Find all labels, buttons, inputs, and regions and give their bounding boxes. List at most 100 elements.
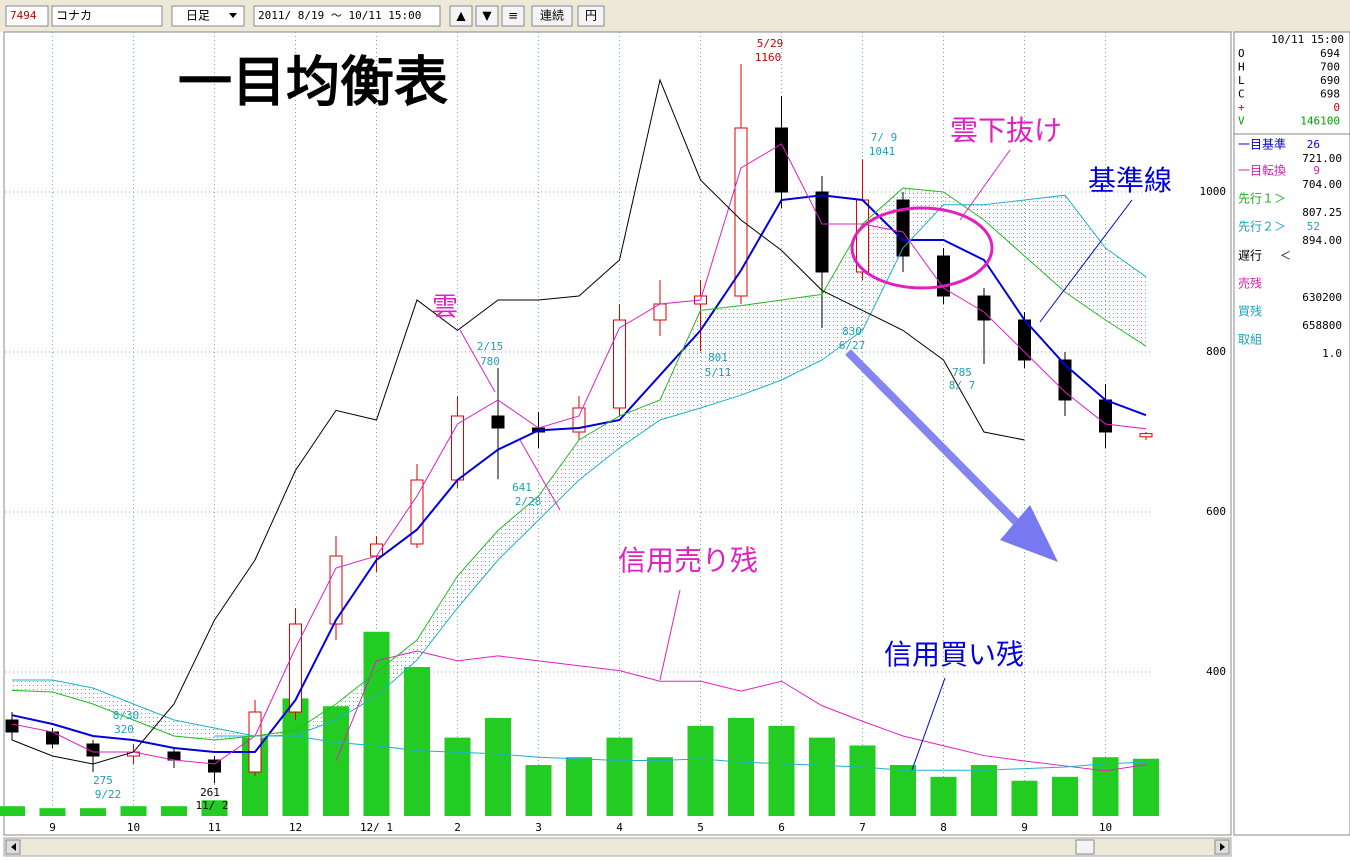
candle-body (613, 319, 626, 409)
period: 日足 (186, 9, 210, 23)
indicator-value: 630200 (1302, 291, 1342, 304)
candle-body (5, 719, 19, 733)
indicator-label: 一目転換 (1238, 164, 1286, 178)
pointer (659, 589, 681, 681)
dropdown-arrow (229, 13, 237, 18)
annotation: 基準線 (1088, 164, 1172, 197)
quote-time: 10/11 15:00 (1271, 33, 1344, 46)
stock-name: コナカ (56, 9, 92, 23)
indicator-value: 704.00 (1302, 178, 1342, 191)
price-label-date: 2/28 (515, 495, 542, 508)
pointer (519, 439, 561, 511)
range: 2011/ 8/19 〜 10/11 15:00 (258, 9, 421, 22)
y-tick-label: 800 (1206, 345, 1226, 358)
price-label-date: 5/29 (757, 37, 784, 50)
volume-bar (485, 718, 511, 816)
price-label-value: 261 (200, 786, 220, 799)
candle-body (1058, 359, 1072, 401)
quote-value: 698 (1320, 88, 1340, 101)
button[interactable] (449, 5, 473, 27)
candle-body (1099, 399, 1112, 433)
price-label-date: 6/27 (839, 339, 866, 352)
name-box[interactable] (51, 5, 163, 27)
indicator-value: 658800 (1302, 319, 1342, 332)
volume-bar (1011, 780, 1038, 816)
quote-label: V (1238, 115, 1245, 128)
pointer (911, 677, 946, 771)
annotation: 信用買い残 (884, 638, 1024, 671)
volume-bar (444, 737, 471, 816)
quote-label: C (1238, 88, 1245, 101)
quote-label: + (1238, 101, 1245, 114)
price-label-date: 9/22 (95, 788, 122, 801)
candle-body (734, 127, 748, 297)
x-tick-label: 2 (454, 821, 461, 834)
quote-value: 690 (1320, 74, 1340, 87)
arrow (1220, 843, 1225, 851)
volume-bar (39, 808, 66, 816)
volume-bar (566, 757, 592, 816)
x-tick-label: 12/ 1 (360, 821, 393, 834)
y-tick-label: 600 (1206, 505, 1226, 518)
candle-body (248, 711, 262, 773)
x-tick-label: 9 (1021, 821, 1028, 834)
indicator-label: 遅行 (1238, 249, 1262, 263)
period-select[interactable] (171, 5, 245, 27)
indicator-param: 26 (1307, 138, 1320, 151)
price-label-value: 1160 (755, 51, 782, 64)
indicator-line (11, 187, 1147, 741)
price-label-value: 830 (842, 325, 862, 338)
scrollbar[interactable] (3, 837, 1232, 857)
volume-bar (809, 737, 835, 816)
volume-bar (971, 765, 997, 816)
volume-bar (647, 757, 673, 816)
y-tick-label: 400 (1206, 665, 1226, 678)
indicator-value: 807.25 (1302, 206, 1342, 219)
quote-label: H (1238, 61, 1245, 74)
indicator-param: 9 (1313, 164, 1320, 177)
button[interactable] (531, 5, 573, 27)
price-label-value: 275 (93, 774, 113, 787)
quote-value: 694 (1320, 47, 1340, 60)
annotation: 雲 (432, 293, 458, 323)
candle-body (1139, 433, 1153, 438)
margin-line (335, 650, 1147, 772)
annotation: 雲下抜け (950, 114, 1062, 147)
button[interactable] (577, 5, 605, 27)
button-label: ≡ (508, 9, 518, 23)
price-label-value: 641 (512, 481, 532, 494)
indicator-line (11, 194, 1147, 753)
volume-bar (890, 765, 916, 816)
range-box (253, 5, 441, 27)
candle-body (775, 127, 788, 193)
price-label-date: 5/11 (705, 366, 732, 379)
indicator-label: 買残 (1238, 305, 1262, 319)
button[interactable] (501, 5, 525, 27)
volume-bar (768, 725, 795, 816)
volume-bar (0, 806, 25, 816)
pointer (1039, 199, 1133, 323)
volume-bar (849, 745, 876, 816)
candle-body (572, 407, 586, 433)
trend-arrowhead (1000, 505, 1058, 562)
scroll-thumb[interactable] (1075, 839, 1095, 855)
code-box[interactable] (5, 5, 49, 27)
arrow (11, 843, 16, 851)
candle-body (896, 199, 910, 257)
pointer (959, 149, 1011, 221)
x-tick-label: 8 (940, 821, 947, 834)
pointer (459, 329, 496, 393)
button[interactable] (475, 5, 499, 27)
volume-bar (120, 806, 147, 816)
button-label: 円 (585, 9, 597, 23)
cloud (12, 188, 1146, 740)
indicator-value: 721.00 (1302, 152, 1342, 165)
x-tick-label: 10 (127, 821, 140, 834)
quote-value: 146100 (1300, 115, 1340, 128)
price-label-value: 780 (480, 355, 500, 368)
candle-body (410, 479, 424, 545)
indicator-param: 52 (1307, 220, 1320, 233)
button-label: ▲ (456, 9, 466, 23)
quote-value: 700 (1320, 61, 1340, 74)
